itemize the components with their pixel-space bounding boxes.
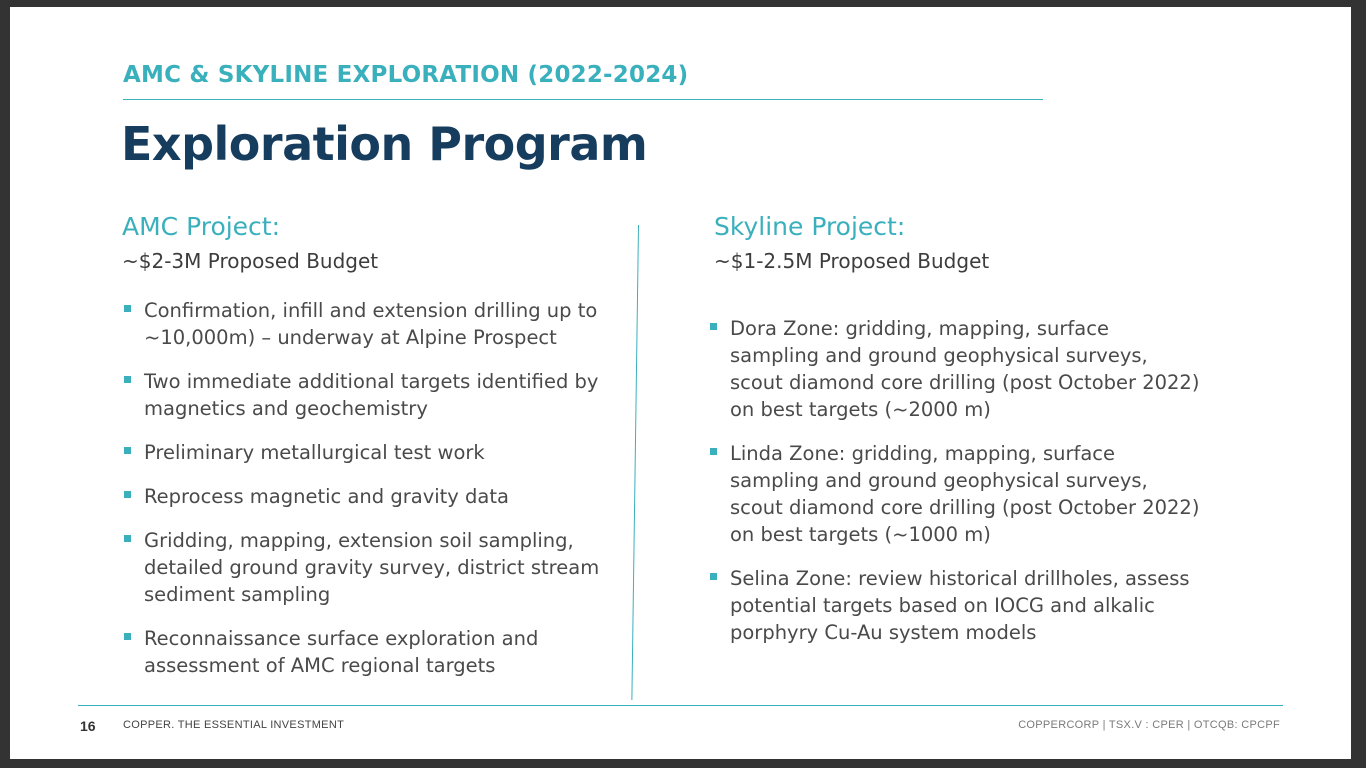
list-item: Confirmation, infill and extension drill… [123, 297, 613, 351]
section-kicker: AMC & SKYLINE EXPLORATION (2022-2024) [123, 62, 689, 88]
bullet-square-icon [710, 448, 717, 455]
bullet-square-icon [710, 323, 717, 330]
slide: AMC & SKYLINE EXPLORATION (2022-2024) Ex… [10, 7, 1351, 759]
list-item-text: Reconnaissance surface exploration and a… [144, 627, 539, 677]
amc-budget: ~$2-3M Proposed Budget [122, 249, 379, 273]
list-item-text: Linda Zone: gridding, mapping, surface s… [730, 442, 1200, 546]
bullet-square-icon [710, 573, 717, 580]
footer-ticker: COPPERCORP | TSX.V : CPER | OTCQB: CPCPF [1018, 719, 1280, 731]
bullet-square-icon [124, 491, 131, 498]
list-item-text: Dora Zone: gridding, mapping, surface sa… [730, 317, 1200, 421]
skyline-project-heading: Skyline Project: [714, 212, 906, 241]
amc-bullet-list: Confirmation, infill and extension drill… [123, 297, 613, 679]
footer-divider [78, 705, 1283, 706]
list-item: Selina Zone: review historical drillhole… [709, 565, 1203, 646]
list-item-text: Reprocess magnetic and gravity data [144, 485, 509, 508]
list-item: Two immediate additional targets identif… [123, 368, 613, 422]
page-title: Exploration Program [121, 117, 648, 171]
footer-tagline: COPPER. THE ESSENTIAL INVESTMENT [123, 719, 345, 731]
list-item: Preliminary metallurgical test work [123, 439, 613, 466]
bullet-square-icon [124, 535, 131, 542]
list-item-text: Gridding, mapping, extension soil sampli… [144, 529, 600, 606]
list-item-text: Preliminary metallurgical test work [144, 441, 485, 464]
list-item: Dora Zone: gridding, mapping, surface sa… [709, 315, 1203, 423]
list-item: Gridding, mapping, extension soil sampli… [123, 527, 613, 608]
skyline-bullet-list: Dora Zone: gridding, mapping, surface sa… [709, 315, 1203, 646]
kicker-divider [123, 99, 1043, 100]
bullet-square-icon [124, 447, 131, 454]
list-item: Reconnaissance surface exploration and a… [123, 625, 613, 679]
bullet-square-icon [124, 633, 131, 640]
page-number: 16 [80, 718, 96, 734]
bullet-square-icon [124, 376, 131, 383]
column-divider [631, 225, 639, 700]
amc-project-heading: AMC Project: [122, 212, 281, 241]
skyline-budget: ~$1-2.5M Proposed Budget [714, 249, 990, 273]
list-item-text: Selina Zone: review historical drillhole… [730, 567, 1190, 644]
list-item-text: Two immediate additional targets identif… [144, 370, 599, 420]
list-item: Linda Zone: gridding, mapping, surface s… [709, 440, 1203, 548]
list-item: Reprocess magnetic and gravity data [123, 483, 613, 510]
list-item-text: Confirmation, infill and extension drill… [144, 299, 598, 349]
bullet-square-icon [124, 305, 131, 312]
